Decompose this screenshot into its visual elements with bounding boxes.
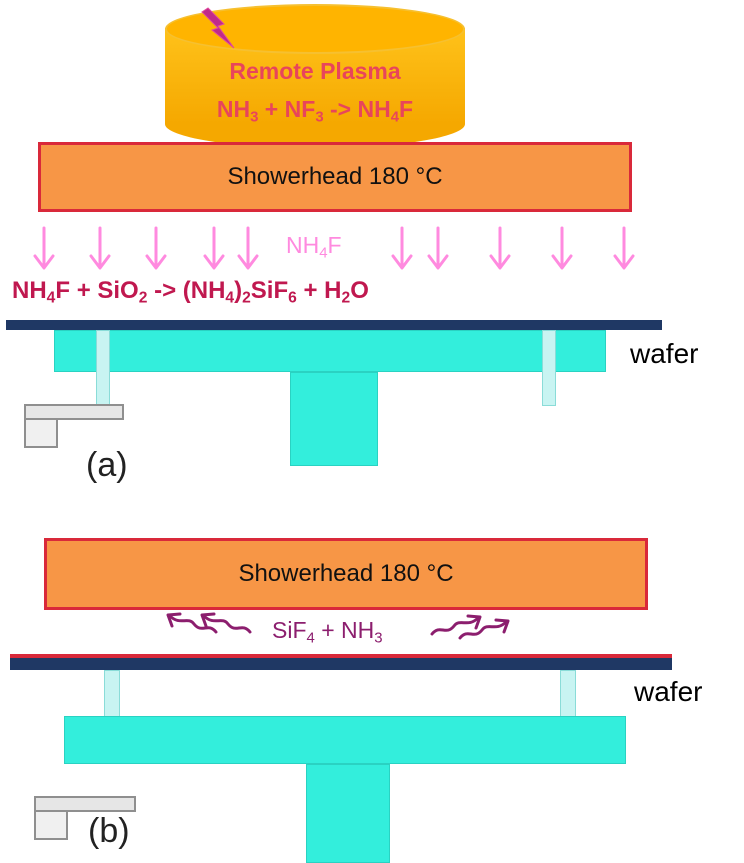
gas-label: NH4F	[286, 232, 342, 262]
arrow-down-icon	[489, 226, 511, 270]
lift-bracket-post-a	[24, 418, 58, 448]
chuck-plate-b	[64, 716, 626, 764]
arrow-down-icon	[551, 226, 573, 270]
wafer-label-a: wafer	[630, 338, 699, 369]
lift-bracket-post-b	[34, 810, 68, 840]
lift-pin-b-right	[560, 670, 576, 718]
squiggle-arrow-right-icon	[430, 614, 482, 636]
lightning-icon	[201, 7, 235, 49]
arrow-down-icon	[33, 226, 55, 270]
panel-label-a: (a)	[86, 446, 128, 484]
arrow-down-icon	[613, 226, 635, 270]
wafer-a	[6, 320, 662, 330]
chuck-plate-a	[54, 330, 606, 372]
panel-label-b: (b)	[88, 812, 130, 850]
showerhead-b-label: Showerhead 180 °C	[238, 560, 454, 587]
wafer-b-surface	[10, 654, 672, 658]
arrow-down-icon	[89, 226, 111, 270]
wafer-label-b: wafer	[634, 676, 703, 707]
showerhead-a: Showerhead 180 °C	[38, 142, 632, 212]
desorption-reaction: SiF4 + NH3	[272, 617, 383, 647]
wafer-b	[10, 658, 672, 670]
showerhead-b: Showerhead 180 °C	[44, 538, 648, 610]
lift-bracket-bar-a	[24, 404, 124, 420]
lift-pin-a-left	[96, 330, 110, 406]
desorption-arrows	[166, 612, 510, 640]
chuck-stem-b	[306, 764, 390, 863]
lift-bracket-bar-b	[34, 796, 136, 812]
surface-reaction: NH4F + SiO2 -> (NH4)2SiF6 + H2O	[12, 277, 369, 307]
arrow-down-icon	[145, 226, 167, 270]
plasma-title: Remote Plasma	[229, 58, 401, 84]
arrow-down-icon	[237, 226, 259, 270]
lift-pin-a-right	[542, 330, 556, 406]
squiggle-arrow-left-icon	[166, 612, 218, 634]
squiggle-arrow-left-icon	[200, 612, 252, 634]
chuck-stem-a	[290, 372, 378, 466]
arrow-down-icon	[203, 226, 225, 270]
lift-pin-b-left	[104, 670, 120, 718]
arrow-down-icon	[427, 226, 449, 270]
plasma-reaction: NH3 + NF3 -> NH4F	[216, 96, 414, 126]
arrow-down-icon	[391, 226, 413, 270]
showerhead-a-label: Showerhead 180 °C	[227, 163, 443, 190]
squiggle-arrow-right-icon	[458, 618, 510, 640]
gas-flow-arrows	[33, 226, 635, 270]
